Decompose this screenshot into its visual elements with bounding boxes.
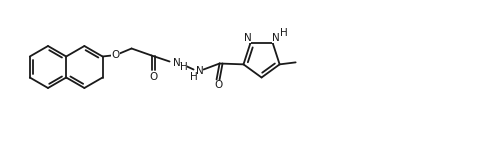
Text: H: H [280, 28, 288, 38]
Text: O: O [111, 50, 120, 60]
Text: H: H [190, 71, 197, 81]
Text: N: N [244, 33, 251, 43]
Text: H: H [180, 62, 187, 72]
Text: N: N [173, 58, 181, 68]
Text: N: N [196, 66, 203, 75]
Text: N: N [272, 33, 279, 43]
Text: O: O [215, 81, 223, 91]
Text: O: O [150, 71, 157, 81]
